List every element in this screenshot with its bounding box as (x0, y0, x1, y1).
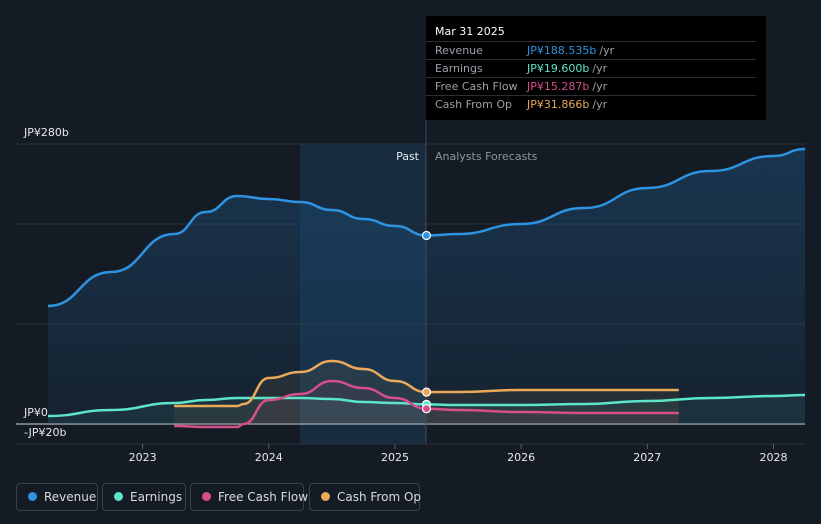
x-tick-label: 2024 (255, 451, 283, 464)
x-tick-label: 2028 (759, 451, 787, 464)
legend-cash-from-op-label: Cash From Op (337, 490, 422, 504)
x-tick-label: 2027 (633, 451, 661, 464)
cash-from-op-dot-icon (321, 492, 330, 501)
tooltip-row-value: JP¥31.866b/yr (527, 98, 608, 111)
forecast-label: Analysts Forecasts (435, 150, 538, 163)
free-cash-flow-line (174, 379, 679, 429)
legend-revenue-label: Revenue (44, 490, 97, 504)
tooltip-row-label: Cash From Op (435, 98, 513, 111)
tooltip-row: Cash From Op JP¥31.866b/yr (426, 95, 756, 113)
cash-from-op-marker (421, 387, 432, 397)
revenue-dot-icon (28, 492, 37, 501)
legend-earnings[interactable]: Earnings (102, 483, 186, 511)
tooltip: Mar 31 2025 Revenue JP¥188.535b/yr Earning… (426, 16, 766, 120)
y-label-top: JP¥280b (23, 126, 69, 139)
tooltip-row: Earnings JP¥19.600b/yr (426, 59, 756, 77)
past-label: Past (396, 150, 420, 163)
legend-free-cash-flow-label: Free Cash Flow (218, 490, 309, 504)
tooltip-row-unit: /yr (599, 44, 615, 57)
x-tick-label: 2026 (507, 451, 535, 464)
y-label-bottom: -JP¥20b (24, 426, 66, 439)
revenue-marker (421, 230, 432, 241)
tooltip-row-unit: /yr (592, 80, 608, 93)
revenue-line (47, 147, 806, 308)
cash-from-op-line (174, 359, 679, 408)
tooltip-date: Mar 31 2025 (435, 25, 505, 38)
free-cash-flow-area (174, 381, 679, 427)
tooltip-row: Revenue JP¥188.535b/yr (426, 41, 756, 59)
tooltip-row-unit: /yr (592, 98, 608, 111)
legend-free-cash-flow[interactable]: Free Cash Flow (190, 483, 308, 511)
legend-cash-from-op[interactable]: Cash From Op (309, 483, 422, 511)
tooltip-row-unit: /yr (592, 62, 608, 75)
free-cash-flow-marker (421, 404, 432, 414)
free-cash-flow-dot-icon (202, 492, 211, 501)
y-label-zero: JP¥0 (23, 406, 48, 419)
x-axis: 2023 2024 2025 2026 2027 2028 (16, 443, 805, 464)
x-tick-label: 2023 (129, 451, 157, 464)
hover-markers (421, 230, 432, 414)
x-tick-label: 2025 (381, 451, 409, 464)
tooltip-row-label: Revenue (435, 44, 483, 57)
tooltip-row-value: JP¥188.535b/yr (527, 44, 615, 57)
tooltip-row-value: JP¥19.600b/yr (527, 62, 608, 75)
legend-revenue[interactable]: Revenue (16, 483, 98, 511)
tooltip-row-value: JP¥15.287b/yr (527, 80, 608, 93)
series-lines (47, 147, 806, 429)
earnings-dot-icon (114, 492, 123, 501)
tooltip-row-label: Earnings (435, 62, 483, 75)
earnings-line (47, 393, 806, 418)
legend-earnings-label: Earnings (130, 490, 183, 504)
tooltip-row-label: Free Cash Flow (435, 80, 518, 93)
tooltip-row: Free Cash Flow JP¥15.287b/yr (426, 77, 756, 95)
